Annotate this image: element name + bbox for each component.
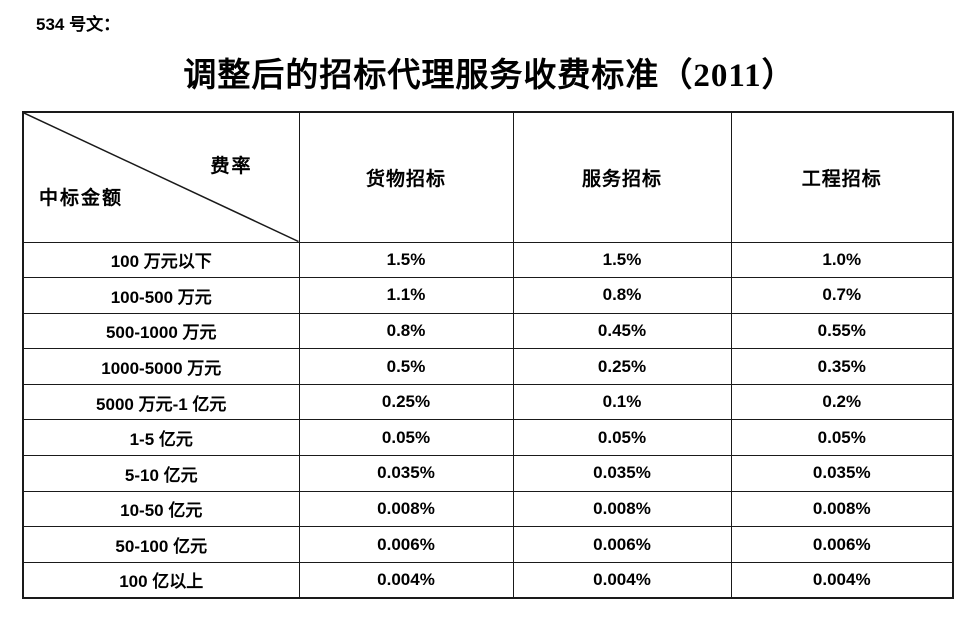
rate-cell: 0.05%	[730, 419, 954, 457]
rate-cell: 0.7%	[730, 277, 954, 314]
table-row: 500-1000 万元 0.8% 0.45% 0.55%	[22, 312, 954, 350]
rate-cell: 0.45%	[512, 312, 732, 350]
fee-table-body: 100 万元以下 1.5% 1.5% 1.0% 100-500 万元 1.1% 0.8% 0.…	[22, 241, 954, 599]
doc-number-label: 534 号文：	[36, 15, 121, 34]
fee-table: 费率 中标金额 货物招标 服务招标 工程招标 100 万元以下 1.5% 1.5% 1…	[22, 111, 954, 599]
rate-cell: 0.2%	[730, 383, 954, 421]
amount-cell: 100 亿以上	[22, 561, 300, 599]
table-row: 100 亿以上 0.004% 0.004% 0.004%	[22, 561, 954, 599]
table-row: 5000 万元-1 亿元 0.25% 0.1% 0.2%	[22, 383, 954, 421]
diagonal-line	[24, 113, 299, 242]
rate-cell: 1.1%	[298, 277, 514, 314]
rate-cell: 0.008%	[730, 490, 954, 528]
table-row: 10-50 亿元 0.008% 0.008% 0.008%	[22, 490, 954, 528]
rate-cell: 0.035%	[730, 455, 954, 492]
amount-corner-label: 中标金额	[39, 187, 124, 209]
rate-cell: 0.004%	[298, 561, 514, 599]
amount-cell: 5000 万元-1 亿元	[22, 383, 300, 421]
rate-cell: 0.25%	[512, 348, 732, 385]
column-header-service: 服务招标	[512, 111, 732, 243]
rate-cell: 0.5%	[298, 348, 514, 385]
rate-cell: 0.55%	[730, 312, 954, 350]
rate-cell: 0.05%	[298, 419, 514, 457]
amount-cell: 50-100 亿元	[22, 526, 300, 563]
rate-cell: 0.8%	[298, 312, 514, 350]
rate-cell: 0.004%	[730, 561, 954, 599]
table-row: 5-10 亿元 0.035% 0.035% 0.035%	[22, 455, 954, 492]
rate-cell: 1.0%	[730, 241, 954, 279]
amount-cell: 5-10 亿元	[22, 455, 300, 492]
rate-corner-label: 费率	[210, 156, 253, 177]
rate-cell: 1.5%	[298, 241, 514, 279]
table-row: 50-100 亿元 0.006% 0.006% 0.006%	[22, 526, 954, 563]
rate-cell: 0.035%	[298, 455, 514, 492]
column-header-engineering: 工程招标	[730, 111, 954, 243]
rate-cell: 0.004%	[512, 561, 732, 599]
header-row: 费率 中标金额 货物招标 服务招标 工程招标	[22, 111, 954, 243]
rate-cell: 0.008%	[512, 490, 732, 528]
amount-cell: 500-1000 万元	[22, 312, 300, 350]
column-header-goods: 货物招标	[298, 111, 514, 243]
rate-cell: 0.8%	[512, 277, 732, 314]
amount-cell: 100-500 万元	[22, 277, 300, 314]
rate-cell: 0.1%	[512, 383, 732, 421]
rate-cell: 1.5%	[512, 241, 732, 279]
rate-cell: 0.35%	[730, 348, 954, 385]
amount-cell: 1-5 亿元	[22, 419, 300, 457]
rate-cell: 0.006%	[730, 526, 954, 563]
amount-cell: 100 万元以下	[22, 241, 300, 279]
page-title: 调整后的招标代理服务收费标准（2011）	[183, 58, 796, 94]
rate-cell: 0.035%	[512, 455, 732, 492]
amount-cell: 10-50 亿元	[22, 490, 300, 528]
corner-cell: 费率 中标金额	[22, 111, 300, 243]
table-row: 100-500 万元 1.1% 0.8% 0.7%	[22, 277, 954, 314]
table-row: 100 万元以下 1.5% 1.5% 1.0%	[22, 241, 954, 279]
amount-cell: 1000-5000 万元	[22, 348, 300, 385]
table-row: 1-5 亿元 0.05% 0.05% 0.05%	[22, 419, 954, 457]
rate-cell: 0.006%	[512, 526, 732, 563]
rate-cell: 0.05%	[512, 419, 732, 457]
rate-cell: 0.25%	[298, 383, 514, 421]
table-row: 1000-5000 万元 0.5% 0.25% 0.35%	[22, 348, 954, 385]
rate-cell: 0.006%	[298, 526, 514, 563]
rate-cell: 0.008%	[298, 490, 514, 528]
